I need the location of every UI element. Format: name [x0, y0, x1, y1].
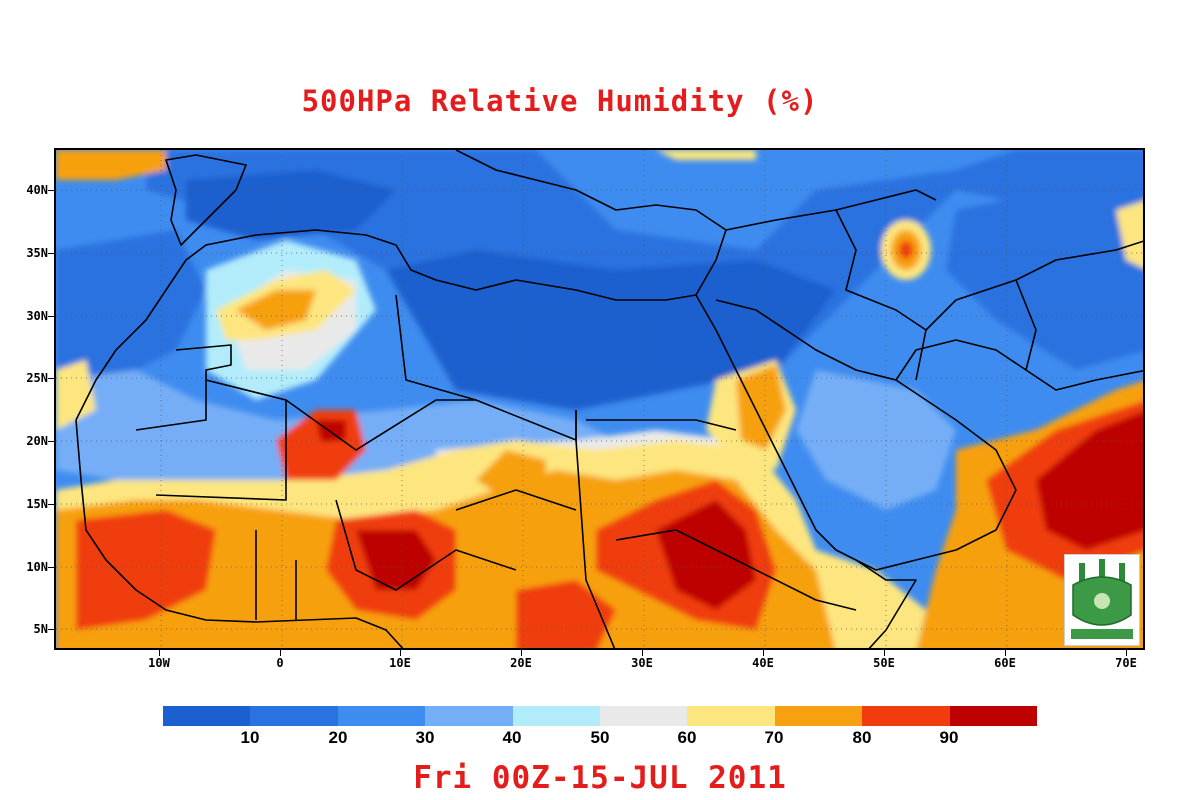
y-tick-label: 30N [26, 309, 48, 323]
y-tick-label: 40N [26, 183, 48, 197]
humidity-field-svg [56, 150, 1143, 648]
colorbar-label: 50 [590, 728, 610, 747]
y-tick-label: 5N [33, 622, 48, 636]
humidity-map [54, 148, 1145, 650]
x-tick-label: 10W [148, 656, 170, 670]
x-tick [159, 650, 160, 656]
x-tick-label: 40E [752, 656, 774, 670]
y-tick-label: 35N [26, 246, 48, 260]
x-tick-label: 20E [510, 656, 532, 670]
x-tick-label: 50E [873, 656, 895, 670]
x-tick-label: 60E [994, 656, 1016, 670]
y-tick [48, 378, 54, 379]
map-subtitle: Fri 00Z-15-JUL 2011 [413, 760, 787, 796]
y-tick-label: 20N [26, 434, 48, 448]
x-tick [400, 650, 401, 656]
x-tick [1005, 650, 1006, 656]
colorbar-swatch [163, 706, 251, 726]
y-tick-label: 15N [26, 497, 48, 511]
x-tick [280, 650, 281, 656]
y-tick [48, 441, 54, 442]
map-title: 500HPa Relative Humidity (%) [301, 84, 819, 118]
colorbar-swatch [949, 706, 1038, 726]
y-tick [48, 316, 54, 317]
graticule [56, 150, 1143, 648]
colorbar-label: 10 [240, 728, 260, 747]
y-tick-label: 10N [26, 560, 48, 574]
humidity-contours [56, 150, 1143, 648]
university-crest-icon [1064, 554, 1140, 646]
colorbar-label: 80 [852, 728, 872, 747]
coastlines-borders [75, 150, 1143, 648]
colorbar-label: 70 [764, 728, 784, 747]
colorbar-label: 40 [502, 728, 522, 747]
x-tick [763, 650, 764, 656]
y-tick [48, 190, 54, 191]
colorbar-swatch [512, 706, 601, 726]
y-tick [48, 504, 54, 505]
colorbar-label: 90 [939, 728, 959, 747]
colorbar-swatch [774, 706, 863, 726]
x-tick [1126, 650, 1127, 656]
colorbar [163, 706, 1038, 726]
x-tick-label: 70E [1115, 656, 1137, 670]
colorbar-swatch [862, 706, 950, 726]
colorbar-label: 20 [328, 728, 348, 747]
x-tick-label: 10E [389, 656, 411, 670]
x-tick-label: 0 [276, 656, 284, 670]
y-tick-label: 25N [26, 371, 48, 385]
colorbar-label: 60 [677, 728, 697, 747]
colorbar-swatch [337, 706, 426, 726]
x-tick [884, 650, 885, 656]
colorbar-swatch [687, 706, 775, 726]
colorbar-label: 30 [415, 728, 435, 747]
x-tick [642, 650, 643, 656]
colorbar-swatch [600, 706, 688, 726]
colorbar-swatch [250, 706, 338, 726]
x-tick [521, 650, 522, 656]
y-tick [48, 567, 54, 568]
y-tick [48, 253, 54, 254]
y-tick [48, 629, 54, 630]
colorbar-swatch [425, 706, 513, 726]
x-tick-label: 30E [631, 656, 653, 670]
